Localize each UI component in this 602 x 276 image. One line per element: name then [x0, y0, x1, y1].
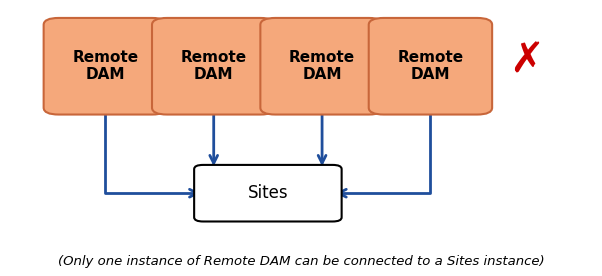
- FancyBboxPatch shape: [368, 18, 492, 115]
- Text: Remote
DAM: Remote DAM: [289, 50, 355, 83]
- Text: Remote
DAM: Remote DAM: [181, 50, 247, 83]
- Text: Sites: Sites: [247, 184, 288, 202]
- Text: Remote
DAM: Remote DAM: [397, 50, 464, 83]
- Text: (Only one instance of Remote DAM can be connected to a Sites instance): (Only one instance of Remote DAM can be …: [58, 255, 544, 268]
- FancyBboxPatch shape: [152, 18, 275, 115]
- FancyBboxPatch shape: [43, 18, 167, 115]
- Text: Remote
DAM: Remote DAM: [72, 50, 138, 83]
- FancyBboxPatch shape: [261, 18, 384, 115]
- FancyBboxPatch shape: [194, 165, 342, 221]
- Text: ✗: ✗: [509, 40, 544, 82]
